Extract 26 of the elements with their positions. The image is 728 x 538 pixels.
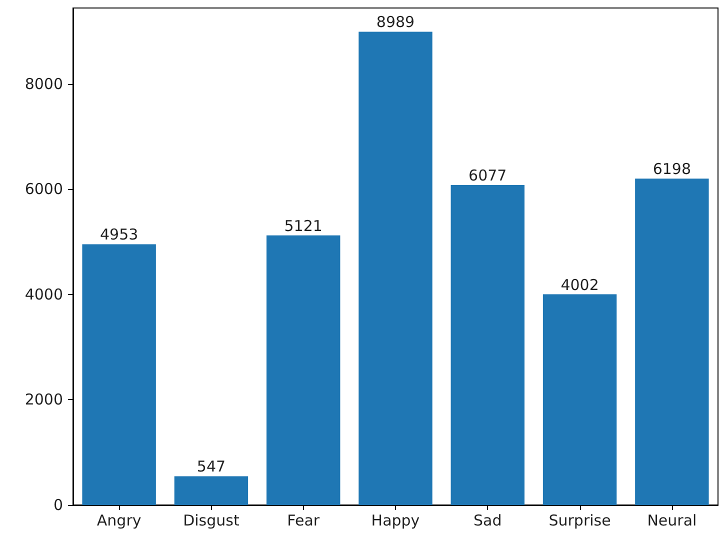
data-label: 4002: [560, 276, 599, 294]
x-tick-label: Sad: [474, 512, 502, 530]
data-label: 5121: [284, 216, 322, 235]
data-label: 8989: [376, 13, 415, 32]
x-tick-label: Happy: [371, 512, 420, 530]
bar: [542, 294, 617, 505]
x-tick-label: Disgust: [183, 512, 240, 530]
bar: [174, 476, 248, 505]
bar: [358, 32, 432, 505]
y-tick-label: 0: [53, 496, 63, 514]
x-tick-label: Neural: [647, 512, 697, 530]
x-tick-label: Surprise: [548, 512, 611, 530]
bar: [82, 244, 156, 505]
y-tick-label: 2000: [24, 390, 63, 409]
data-label: 547: [196, 458, 226, 476]
y-tick-label: 4000: [24, 285, 63, 304]
y-tick-label: 6000: [24, 180, 63, 198]
data-label: 6077: [468, 166, 507, 185]
bar: [635, 178, 709, 505]
y-tick-label: 8000: [24, 74, 63, 93]
data-label: 6198: [652, 160, 692, 178]
bar: [450, 185, 524, 505]
x-tick-label: Fear: [287, 512, 320, 530]
data-label: 4953: [100, 226, 138, 244]
x-tick-label: Angry: [96, 512, 142, 530]
bar: [266, 235, 340, 505]
